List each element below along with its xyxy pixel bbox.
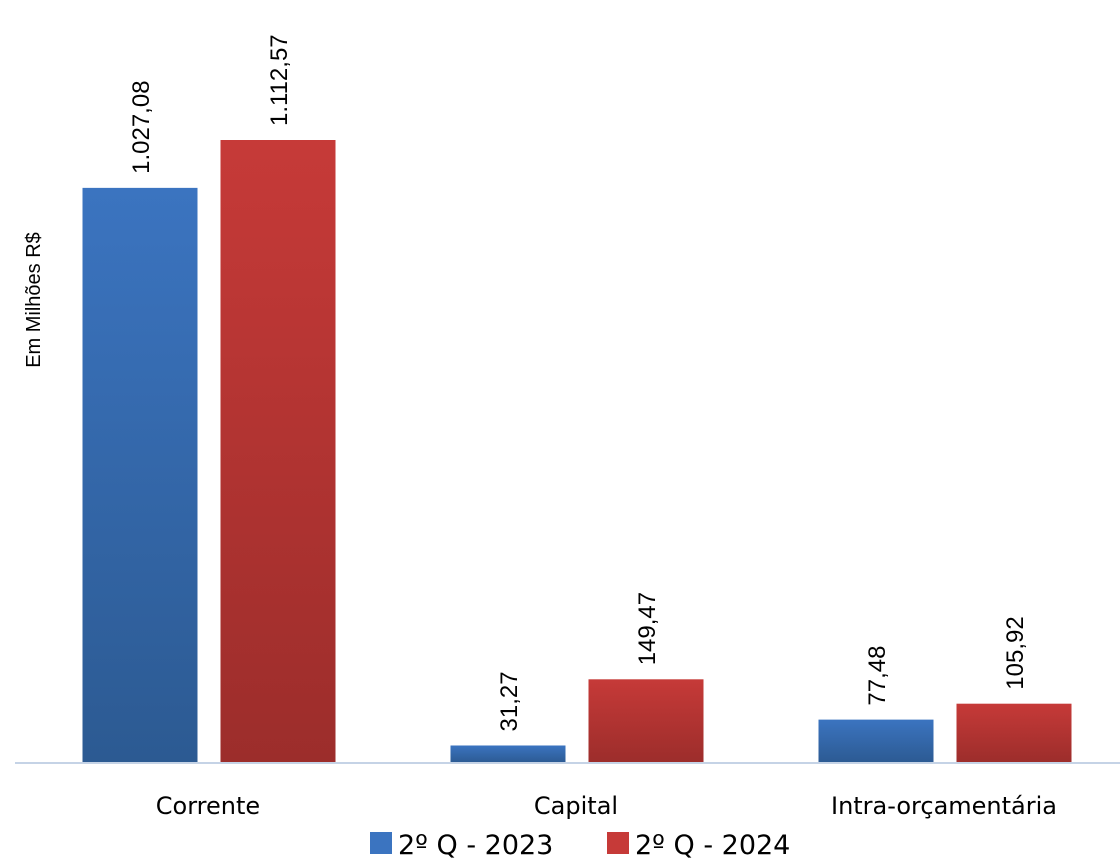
bar-2024-2: [956, 703, 1072, 763]
data-label-2024-0: 1.112,57: [266, 34, 293, 126]
legend-swatch-1: [607, 832, 629, 854]
y-axis-label: Em Milhões R$: [23, 232, 45, 368]
data-label-2023-0: 1.027,08: [128, 80, 155, 173]
labels-layer: 1.027,08 1.112,57 Corrente 31,27 149,47 Capit…: [128, 34, 1057, 820]
bars-layer: [82, 140, 1072, 763]
bar-2023-1: [450, 745, 566, 763]
category-label-1: Capital: [534, 792, 618, 820]
category-label-2: Intra-orçamentária: [831, 792, 1057, 820]
legend-item-0: 2º Q - 2023: [370, 830, 553, 861]
legend: 2º Q - 2023 2º Q - 2024: [370, 830, 790, 861]
data-label-2024-1: 149,47: [634, 592, 661, 665]
data-label-2023-2: 77,48: [864, 646, 891, 706]
legend-label-1: 2º Q - 2024: [635, 830, 790, 861]
legend-swatch-0: [370, 832, 392, 854]
bar-2024-0: [220, 140, 336, 763]
data-label-2023-1: 31,27: [496, 671, 523, 731]
bar-2024-1: [588, 679, 704, 763]
bar-2023-2: [818, 719, 934, 763]
bar-2023-0: [82, 187, 198, 763]
legend-item-1: 2º Q - 2024: [607, 830, 790, 861]
legend-label-0: 2º Q - 2023: [398, 830, 553, 861]
category-label-0: Corrente: [156, 792, 260, 820]
data-label-2024-2: 105,92: [1002, 616, 1029, 689]
